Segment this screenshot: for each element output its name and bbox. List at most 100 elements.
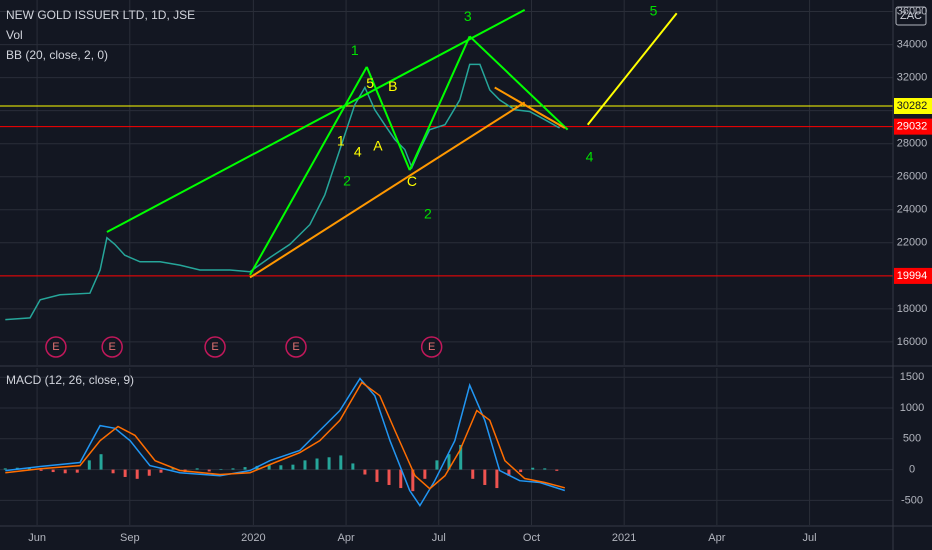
x-tick-label: Oct [523, 532, 540, 544]
histogram-bar [543, 468, 547, 470]
price-label-box [894, 267, 932, 284]
price-label-box [894, 118, 932, 135]
x-tick-label: Apr [338, 532, 355, 544]
earnings-label: E [52, 341, 59, 353]
trend-line [494, 86, 566, 129]
wave-label: 5 [650, 2, 658, 18]
histogram-bar [219, 468, 223, 470]
trend-line [408, 35, 471, 171]
histogram-bar [303, 460, 307, 470]
x-tick-label: 2020 [241, 532, 265, 544]
x-tick-label: 2021 [612, 532, 636, 544]
wave-label: 3 [464, 8, 472, 24]
histogram-bar [315, 458, 319, 470]
x-tick-label: Jun [28, 532, 46, 544]
x-tick-label: Sep [120, 532, 140, 544]
wave-label: 4 [354, 143, 362, 159]
histogram-bar [339, 455, 343, 470]
histogram-bar [111, 469, 115, 474]
y-tick-label: 24000 [897, 204, 928, 216]
trend-line [468, 35, 569, 131]
chart-title: NEW GOLD ISSUER LTD, 1D, JSE [6, 8, 195, 22]
y-tick-label: 26000 [897, 171, 928, 183]
macd-title: MACD (12, 26, close, 9) [6, 373, 134, 387]
wave-label: 1 [351, 42, 359, 58]
histogram-bar [327, 457, 331, 470]
histogram-bar [75, 469, 79, 473]
grid [0, 0, 893, 525]
indicator-label: BB (20, close, 2, 0) [6, 48, 108, 62]
histogram-bar [435, 460, 439, 470]
histogram-bar [531, 467, 535, 470]
histogram-bar [243, 467, 247, 470]
histogram-bar [87, 460, 91, 470]
earnings-marker [204, 336, 226, 358]
histogram-bar [99, 454, 103, 470]
histogram-bar [519, 469, 523, 473]
wave-label: A [373, 138, 383, 154]
histogram-bar [39, 469, 43, 471]
y-tick-label: 500 [903, 433, 921, 445]
trend-line [586, 12, 678, 126]
histogram-bar [123, 469, 127, 477]
y-tick-label: 0 [909, 463, 915, 475]
earnings-marker [285, 336, 307, 358]
histogram-bar [399, 469, 403, 489]
wave-label: 4 [586, 148, 594, 164]
wave-label: C [407, 173, 417, 189]
volume-label: Vol [6, 28, 23, 42]
earnings-label: E [108, 341, 115, 353]
trend-line [249, 101, 526, 279]
currency-label[interactable]: ZAC [900, 10, 922, 22]
x-tick-label: Jul [803, 532, 817, 544]
histogram-bar [363, 469, 367, 475]
y-tick-label: 34000 [897, 38, 928, 50]
histogram-bar [195, 468, 199, 470]
histogram-bar [291, 464, 295, 470]
y-tick-label: 1500 [900, 371, 924, 383]
histogram-bar [63, 469, 67, 474]
histogram-bar [147, 469, 151, 476]
price-label: 30282 [897, 100, 928, 112]
price-label: 29032 [897, 121, 928, 133]
histogram-bar [207, 469, 211, 472]
histogram-bar [3, 468, 7, 470]
line-series [5, 377, 566, 507]
histogram-bar [135, 469, 139, 479]
price-label-box [894, 97, 932, 114]
histogram-bar [51, 469, 55, 473]
currency-box[interactable] [895, 6, 927, 26]
price-label: 19994 [897, 270, 928, 282]
histogram-bar [27, 468, 31, 470]
wave-label: 2 [424, 205, 432, 221]
trend-line [249, 66, 368, 276]
histogram-bar [171, 467, 175, 470]
y-tick-label: 1000 [900, 402, 924, 414]
trend-line [106, 9, 526, 233]
earnings-marker [420, 336, 443, 358]
line-series [5, 63, 560, 321]
histogram-bar [495, 469, 499, 489]
histogram-bar [375, 469, 379, 482]
earnings-label: E [292, 341, 299, 353]
y-tick-label: 16000 [897, 336, 928, 348]
x-tick-label: Jul [432, 532, 446, 544]
x-tick-label: Apr [708, 532, 725, 544]
y-tick-label: 32000 [897, 72, 928, 84]
histogram-bar [387, 469, 391, 485]
trend-line [365, 66, 411, 171]
histogram-bar [411, 469, 415, 492]
histogram-bar [279, 465, 283, 470]
histogram-bar [483, 469, 487, 485]
wave-label: 5 [366, 75, 374, 91]
y-tick-label: 36000 [897, 5, 928, 17]
y-tick-label: -500 [901, 494, 923, 506]
line-series [5, 381, 565, 490]
histogram-bar [459, 444, 463, 470]
earnings-label: E [211, 341, 218, 353]
earnings-marker [101, 336, 123, 358]
earnings-marker [45, 336, 67, 358]
y-tick-label: 28000 [897, 138, 928, 150]
histogram-bar [555, 469, 559, 471]
